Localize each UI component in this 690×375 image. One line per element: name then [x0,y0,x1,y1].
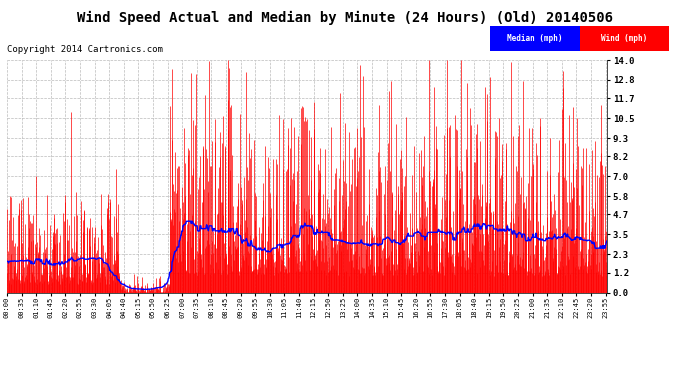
Text: Copyright 2014 Cartronics.com: Copyright 2014 Cartronics.com [7,45,163,54]
Text: Wind (mph): Wind (mph) [601,34,648,43]
Text: Median (mph): Median (mph) [507,34,562,43]
Text: Wind Speed Actual and Median by Minute (24 Hours) (Old) 20140506: Wind Speed Actual and Median by Minute (… [77,11,613,26]
